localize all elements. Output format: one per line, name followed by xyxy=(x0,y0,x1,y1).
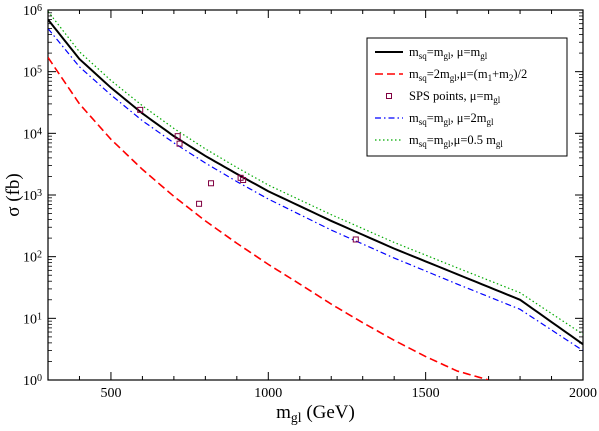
text-run: =m xyxy=(427,45,444,59)
sps-point xyxy=(240,177,247,184)
sps-point xyxy=(174,133,181,140)
series-line-s3 xyxy=(48,28,583,352)
text-run: SPS points, μ=m xyxy=(409,89,494,103)
legend-label-sps: SPS points, μ=mgl xyxy=(409,89,501,105)
x-tick-label: 1000 xyxy=(254,386,282,401)
subscript: sq xyxy=(419,139,428,149)
sps-point xyxy=(196,200,203,207)
text-run: m xyxy=(409,45,419,59)
subscript: gl xyxy=(444,51,452,61)
superscript: 1 xyxy=(37,311,42,322)
text-run: 10 xyxy=(23,189,37,204)
y-tick-label: 104 xyxy=(23,126,42,142)
x-tick-label: 2000 xyxy=(569,386,597,401)
y-tick-label: 105 xyxy=(23,65,42,81)
legend-label-s2: msq=2mgl,μ=(m1+m2)/2 xyxy=(409,67,527,83)
subscript: sq xyxy=(419,117,428,127)
legend-box xyxy=(366,37,568,157)
series-group xyxy=(48,11,583,380)
superscript: 4 xyxy=(37,126,42,137)
subscript: sq xyxy=(419,73,428,83)
legend-swatch-sps xyxy=(386,93,392,99)
text-run: +m xyxy=(492,67,509,81)
subscript: 1 xyxy=(488,73,493,83)
text-run: =m xyxy=(427,133,444,147)
x-axis-title: mgl (GeV) xyxy=(276,402,355,425)
sps-point xyxy=(176,140,183,147)
text-run: 10 xyxy=(23,374,37,389)
text-run: m xyxy=(409,67,419,81)
sps-points-group xyxy=(137,106,359,243)
text-run: 10 xyxy=(23,312,37,327)
text-run: =2m xyxy=(427,67,450,81)
subscript: gl xyxy=(444,117,452,127)
text-run: 10 xyxy=(23,251,37,266)
y-axis-title: σ (fb) xyxy=(3,173,24,216)
y-tick-label: 100 xyxy=(23,373,42,389)
x-tick-label: 1500 xyxy=(412,386,440,401)
y-tick-label: 102 xyxy=(23,250,42,266)
series-line-s1 xyxy=(48,18,583,346)
subscript: sq xyxy=(419,51,428,61)
sps-point xyxy=(352,236,359,243)
text-run: m xyxy=(409,133,419,147)
text-run: m xyxy=(409,111,419,125)
legend-label-s3: msq=mgl, μ=2mgl xyxy=(409,111,494,127)
text-run: =m xyxy=(427,111,444,125)
x-tick-label: 500 xyxy=(100,386,121,401)
series-line-s2 xyxy=(48,57,489,380)
axes-group: 500 1000 1500 2000100101102103104105106mgl … xyxy=(3,3,597,425)
subscript: gl xyxy=(487,117,495,127)
subscript: gl xyxy=(450,73,458,83)
text-run: m xyxy=(276,402,291,423)
y-tick-label: 106 xyxy=(23,3,42,19)
subscript: gl xyxy=(493,95,501,105)
superscript: 5 xyxy=(37,65,42,76)
y-tick-label: 101 xyxy=(23,311,42,327)
subscript: 2 xyxy=(509,73,514,83)
text-run: , μ=m xyxy=(451,45,481,59)
superscript: 3 xyxy=(37,188,42,199)
legend-label-s4: msq=mgl,μ=0.5 mgl xyxy=(409,133,503,149)
subscript: gl xyxy=(444,139,452,149)
y-tick-label: 103 xyxy=(23,188,42,204)
subscript: gl xyxy=(496,139,504,149)
superscript: 2 xyxy=(37,250,42,261)
superscript: 6 xyxy=(37,3,42,14)
sps-point xyxy=(208,180,215,187)
text-run: 10 xyxy=(23,66,37,81)
series-line-s4 xyxy=(48,11,583,335)
text-run: )/2 xyxy=(513,67,527,81)
subscript: gl xyxy=(291,410,302,425)
text-run: 10 xyxy=(23,4,37,19)
text-run: 10 xyxy=(23,127,37,142)
text-run: ,μ=(m xyxy=(457,67,488,81)
text-run: , μ=2m xyxy=(451,111,487,125)
sps-point xyxy=(137,106,144,113)
text-run: ,μ=0.5 m xyxy=(451,133,497,147)
subscript: gl xyxy=(480,51,488,61)
text-run: (GeV) xyxy=(302,402,355,423)
legend-label-s1: msq=mgl, μ=mgl xyxy=(409,45,488,61)
superscript: 0 xyxy=(37,373,42,384)
